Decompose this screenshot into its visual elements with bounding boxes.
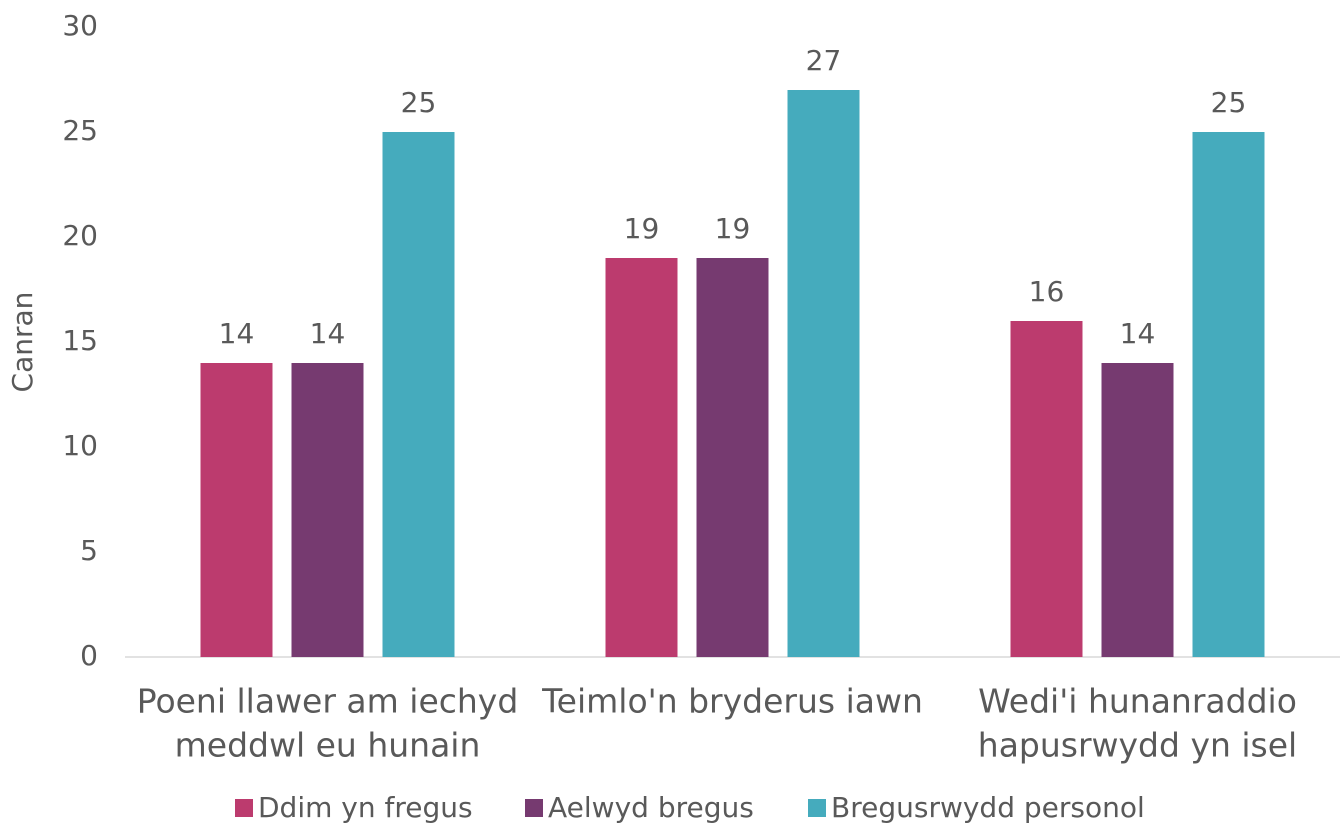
bar: [200, 363, 273, 657]
x-tick-label: meddwl eu hunain: [175, 726, 481, 765]
data-label: 14: [219, 317, 255, 350]
legend-label: Aelwyd bregus: [548, 791, 754, 824]
bar: [382, 132, 455, 657]
legend-swatch: [525, 799, 543, 817]
x-tick-label: Teimlo'n bryderus iawn: [541, 682, 923, 721]
data-label: 27: [806, 44, 842, 77]
x-tick-label: Poeni llawer am iechyd: [137, 682, 519, 721]
bar: [605, 258, 678, 657]
x-tick-label: hapusrwydd yn isel: [978, 726, 1297, 765]
data-label: 14: [310, 317, 346, 350]
data-label: 25: [1211, 86, 1247, 119]
legend-swatch: [808, 799, 826, 817]
y-tick-label: 10: [62, 429, 98, 462]
y-tick-label: 25: [62, 114, 98, 147]
bar: [1101, 363, 1174, 657]
data-label: 19: [624, 212, 660, 245]
legend-label: Ddim yn fregus: [258, 791, 473, 824]
y-tick-label: 5: [80, 534, 98, 567]
data-label: 25: [401, 86, 437, 119]
y-tick-label: 30: [62, 9, 98, 42]
data-label: 19: [715, 212, 751, 245]
x-tick-label: Wedi'i hunanraddio: [978, 682, 1297, 721]
legend-label: Bregusrwydd personol: [831, 791, 1145, 824]
y-axis-label: Canran: [6, 292, 39, 393]
bar: [787, 90, 860, 657]
data-label: 14: [1120, 317, 1156, 350]
bar: [1010, 321, 1083, 657]
y-tick-label: 0: [80, 639, 98, 672]
y-tick-label: 20: [62, 219, 98, 252]
bar: [1192, 132, 1265, 657]
bar: [696, 258, 769, 657]
bar: [291, 363, 364, 657]
data-label: 16: [1029, 275, 1065, 308]
legend-swatch: [235, 799, 253, 817]
y-tick-label: 15: [62, 324, 98, 357]
